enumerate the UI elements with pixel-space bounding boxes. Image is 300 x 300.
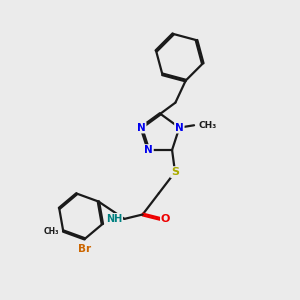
Text: NH: NH — [106, 214, 122, 224]
Text: N: N — [144, 145, 153, 155]
Text: O: O — [161, 214, 170, 224]
Text: N: N — [175, 123, 184, 133]
Text: NH: NH — [106, 214, 122, 224]
Text: Br: Br — [78, 244, 92, 254]
Text: CH₃: CH₃ — [199, 121, 217, 130]
Text: N: N — [137, 123, 146, 133]
Text: S: S — [171, 167, 179, 177]
Text: NH: NH — [106, 214, 122, 224]
Text: CH₃: CH₃ — [43, 226, 59, 236]
